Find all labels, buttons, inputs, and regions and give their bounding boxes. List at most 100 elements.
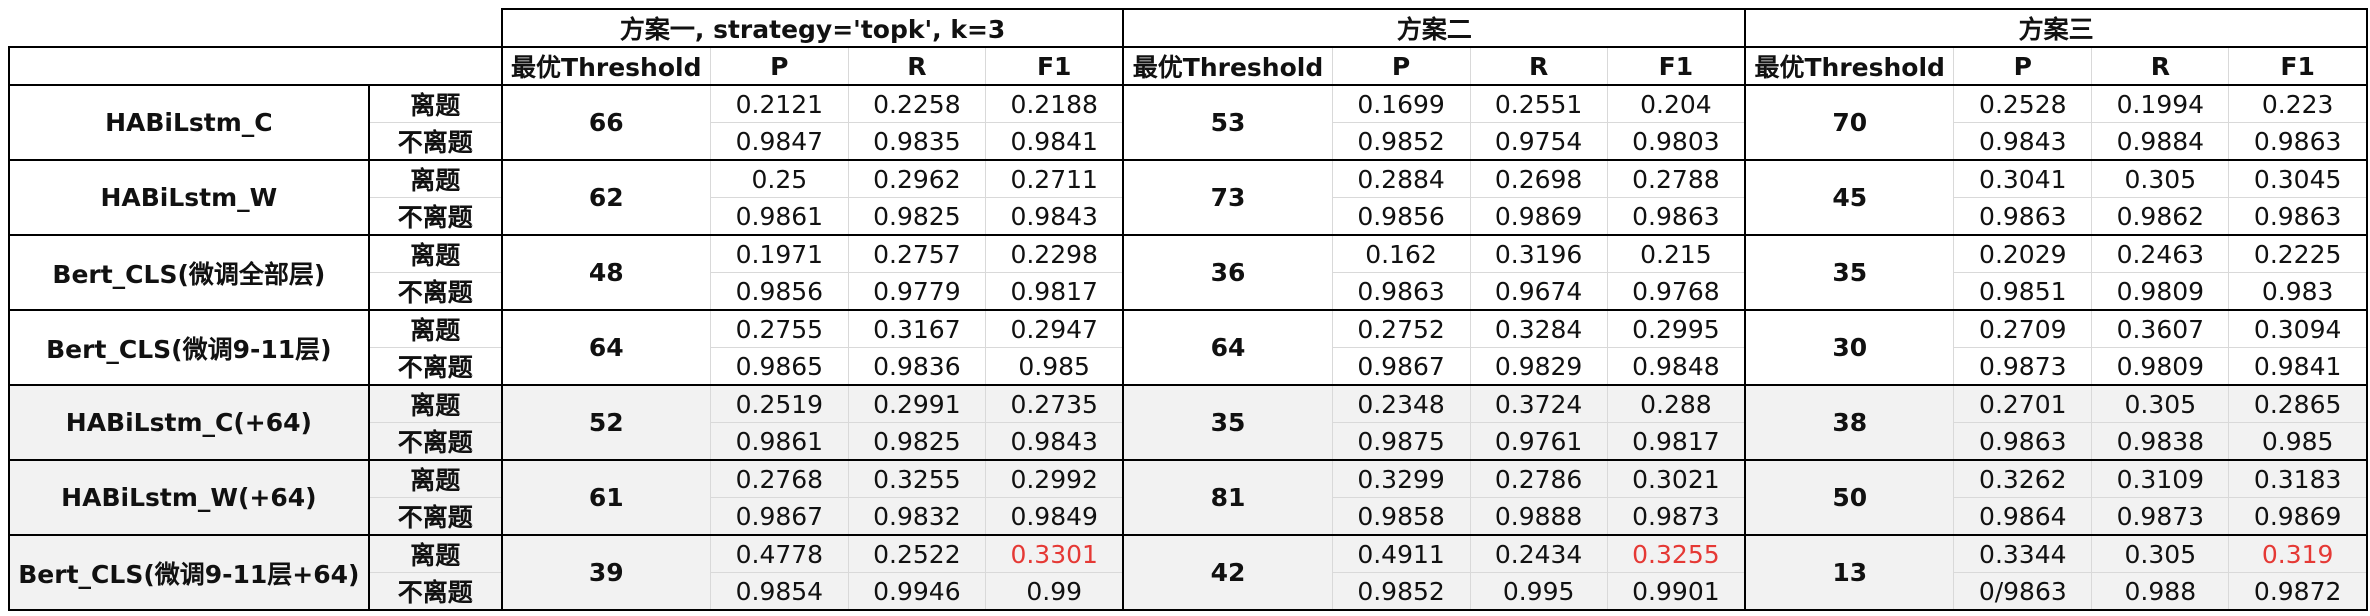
f1-value: 0.215: [1606, 234, 1747, 273]
f1-value: 0.9849: [984, 497, 1125, 536]
p-value: 0.2121: [709, 84, 849, 123]
f1-value: 0.3183: [2228, 459, 2369, 498]
r-value: 0.9873: [2091, 497, 2230, 536]
threshold-value: 52: [500, 384, 711, 461]
table-row: 不离题 0.9865 0.9836 0.985 0.9867 0.9829 0.9848 0.…: [9, 347, 2369, 386]
f1-value: 0.9848: [1606, 347, 1747, 386]
p-value: 0.9863: [1953, 197, 2093, 236]
header-row-groups: 方案一, strategy='topk', k=3 方案二 方案三: [9, 8, 2368, 48]
blank-header-cell: [9, 9, 369, 47]
threshold-value: 48: [500, 234, 711, 311]
col-r: R: [2091, 46, 2230, 86]
model-name: HABiLstm_C(+64): [8, 384, 370, 461]
table-row: 不离题 0.9867 0.9832 0.9849 0.9858 0.9888 0.9873 0…: [9, 497, 2369, 536]
p-value: 0.9865: [709, 347, 849, 386]
threshold-value: 30: [1744, 309, 1955, 386]
p-value: 0.9856: [1331, 197, 1471, 236]
col-threshold: 最优Threshold: [500, 46, 711, 86]
p-value: 0.25: [709, 159, 849, 198]
label-ontopic: 不离题: [368, 272, 503, 311]
r-value: 0.3724: [1469, 384, 1608, 423]
p-value: 0.9856: [709, 272, 849, 311]
table-row: 不离题 0.9854 0.9946 0.99 0.9852 0.995 0.9901 0/98…: [9, 572, 2369, 611]
r-value: 0.2962: [847, 159, 986, 198]
p-value: 0.9863: [1331, 272, 1471, 311]
p-value: 0.9852: [1331, 572, 1471, 611]
f1-value: 0.2298: [984, 234, 1125, 273]
r-value: 0.2258: [847, 84, 986, 123]
threshold-value: 70: [1744, 84, 1955, 161]
r-value: 0.2698: [1469, 159, 1608, 198]
threshold-value: 35: [1122, 384, 1333, 461]
f1-value: 0.288: [1606, 384, 1747, 423]
r-value: 0.3284: [1469, 309, 1608, 348]
label-ontopic: 不离题: [368, 422, 503, 461]
r-value: 0.988: [2091, 572, 2230, 611]
label-offtopic: 离题: [368, 84, 503, 123]
r-value: 0.9884: [2091, 122, 2230, 161]
threshold-value: 45: [1744, 159, 1955, 236]
p-value: 0.2768: [709, 459, 849, 498]
label-offtopic: 离题: [368, 234, 503, 273]
threshold-value: 50: [1744, 459, 1955, 536]
r-value: 0.2463: [2091, 234, 2230, 273]
p-value: 0.9873: [1953, 347, 2093, 386]
label-offtopic: 离题: [368, 459, 503, 498]
threshold-value: 39: [500, 534, 711, 611]
threshold-value: 64: [1122, 309, 1333, 386]
f1-value: 0.9817: [984, 272, 1125, 311]
scheme-1-header: 方案一, strategy='topk', k=3: [500, 8, 1125, 48]
table-row: Bert_CLS(微调全部层) 离题 48 0.1971 0.2757 0.2298 36 0…: [8, 234, 2369, 311]
table-row: HABiLstm_W(+64) 离题 61 0.2768 0.3255 0.2992 81 0…: [8, 459, 2369, 536]
f1-value: 0.3301: [984, 534, 1125, 573]
f1-value: 0.985: [984, 347, 1125, 386]
p-value: 0.2701: [1953, 384, 2093, 423]
p-value: 0.9858: [1331, 497, 1471, 536]
model-name: Bert_CLS(微调全部层): [8, 234, 370, 311]
blank-header-cell: [368, 46, 503, 86]
model-name: HABiLstm_C: [8, 84, 370, 161]
label-ontopic: 不离题: [368, 122, 503, 161]
p-value: 0.9864: [1953, 497, 2093, 536]
table-row: HABiLstm_C 离题 66 0.2121 0.2258 0.2188 53 0.1699…: [8, 84, 2369, 161]
f1-value: 0.9872: [2228, 572, 2369, 611]
label-ontopic: 不离题: [368, 197, 503, 236]
threshold-value: 35: [1744, 234, 1955, 311]
r-value: 0.305: [2091, 384, 2230, 423]
table-body: 方案一, strategy='topk', k=3 方案二 方案三 最优Thre…: [8, 8, 2369, 611]
col-p: P: [1953, 46, 2093, 86]
table-row: 不离题 0.9847 0.9835 0.9841 0.9852 0.9754 0.9803 0…: [9, 122, 2369, 161]
f1-value: 0.223: [2228, 84, 2369, 123]
table-row: 不离题 0.9861 0.9825 0.9843 0.9856 0.9869 0.9863 0…: [9, 197, 2369, 236]
header-row-columns: 最优Threshold P R F1 最优Threshold P R F1 最优…: [8, 46, 2369, 86]
r-value: 0.9779: [847, 272, 986, 311]
results-table: 方案一, strategy='topk', k=3 方案二 方案三 最优Thre…: [8, 8, 2369, 611]
p-value: 0.3299: [1331, 459, 1471, 498]
r-value: 0.2757: [847, 234, 986, 273]
f1-value: 0.9841: [984, 122, 1125, 161]
f1-value: 0.9863: [1606, 197, 1747, 236]
p-value: 0.1699: [1331, 84, 1471, 123]
r-value: 0.3255: [847, 459, 986, 498]
r-value: 0.2522: [847, 534, 986, 573]
p-value: 0.9867: [709, 497, 849, 536]
f1-value: 0.9863: [2228, 122, 2369, 161]
p-value: 0.9847: [709, 122, 849, 161]
p-value: 0.4778: [709, 534, 849, 573]
r-value: 0.9809: [2091, 347, 2230, 386]
f1-value: 0.3021: [1606, 459, 1747, 498]
table-row: 不离题 0.9861 0.9825 0.9843 0.9875 0.9761 0.9817 0…: [9, 422, 2369, 461]
scheme-2-header: 方案二: [1122, 8, 1747, 48]
r-value: 0.9825: [847, 422, 986, 461]
p-value: 0.2029: [1953, 234, 2093, 273]
r-value: 0.9829: [1469, 347, 1608, 386]
r-value: 0.3167: [847, 309, 986, 348]
model-name: HABiLstm_W: [8, 159, 370, 236]
p-value: 0.3344: [1953, 534, 2093, 573]
p-value: 0.2752: [1331, 309, 1471, 348]
p-value: 0.2884: [1331, 159, 1471, 198]
p-value: 0.4911: [1331, 534, 1471, 573]
threshold-value: 36: [1122, 234, 1333, 311]
f1-value: 0.9841: [2228, 347, 2369, 386]
